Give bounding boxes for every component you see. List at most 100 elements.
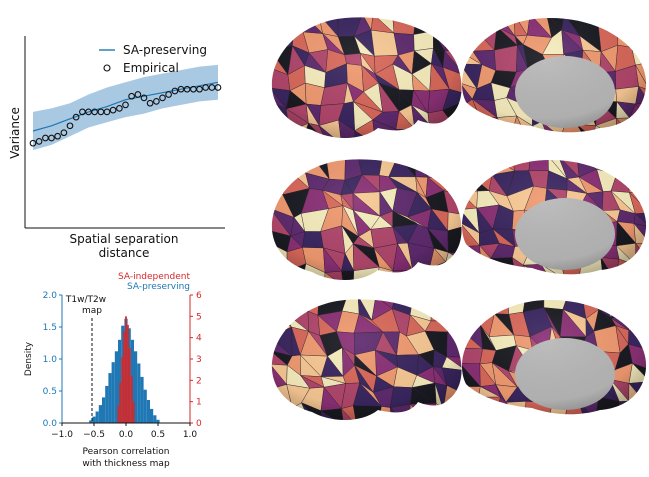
parcel [448, 313, 462, 338]
empirical-points [29, 84, 222, 147]
parcel [627, 160, 647, 178]
empirical-point [165, 91, 172, 98]
parcel [428, 123, 454, 138]
sa-independent-bar [125, 316, 127, 423]
parcel [430, 299, 450, 322]
empirical-point [66, 122, 74, 130]
empirical-point [122, 101, 129, 109]
empirical-point [183, 85, 191, 93]
sa-preserving-bar [146, 400, 150, 423]
sa-independent-bar [119, 382, 122, 423]
x-tick-label: −0.5 [83, 430, 105, 440]
parcel [482, 160, 493, 175]
legend-sa-independent: SA-independent [118, 272, 190, 282]
parcel [629, 117, 647, 133]
legend-sa-preserving: SA-preserving [127, 282, 190, 292]
right-tick-label: 4 [196, 334, 202, 344]
parcel [392, 270, 413, 280]
parcel [292, 17, 304, 34]
sa-preserving-bar [98, 405, 102, 423]
left-tick-label: 1.5 [43, 323, 57, 333]
parcel [271, 159, 293, 174]
histogram-plot: T1w/T2w map 0.0 0.5 1.0 1.5 2.0 0 1 2 3 4 5 6 −1.0… [24, 272, 202, 469]
x-axis-label-line1: Spatial separation [69, 232, 178, 246]
empirical-point [146, 99, 154, 107]
parcel [428, 17, 453, 32]
parcel [271, 267, 288, 280]
legend-label-empirical: Empirical [123, 61, 179, 75]
parcel [628, 400, 647, 415]
sa-preserving-bar [134, 351, 138, 423]
parcel [452, 179, 462, 197]
right-tick-label: 2 [196, 376, 202, 386]
parcel [462, 396, 479, 415]
parcel [451, 123, 462, 138]
sa-preserving-bar [143, 389, 147, 423]
empirical-point [171, 87, 179, 95]
parcel [444, 26, 462, 52]
parcel [431, 299, 450, 322]
empirical-point [196, 85, 203, 93]
sa-preserving-bar [118, 339, 122, 423]
sa-preserving-line [32, 81, 219, 132]
parcel [477, 116, 498, 133]
right-tick-label: 1 [196, 398, 202, 408]
parcel [462, 170, 478, 193]
parcel [428, 403, 447, 420]
empirical-point [103, 108, 111, 116]
sa-preserving-bar [105, 385, 109, 423]
parcel [271, 299, 283, 311]
sa-independent-bar [132, 401, 135, 423]
parcel [462, 300, 481, 317]
annotation-line1: T1w/T2w [65, 295, 106, 305]
right-tick-label: 0 [196, 419, 202, 429]
sa-preserving-bar [95, 411, 99, 423]
sa-preserving-bar [111, 362, 115, 423]
parcel [414, 123, 434, 138]
parcel [445, 261, 462, 280]
hist-x-axis-label-line2: with thickness map [82, 459, 170, 469]
empirical-point [109, 106, 117, 114]
sa-independent-bar [130, 376, 133, 423]
empirical-point [91, 108, 98, 116]
parcel [630, 18, 647, 36]
empirical-point [159, 94, 166, 102]
empirical-point [116, 105, 123, 112]
brain-medial-row2 [462, 160, 647, 275]
brain-lateral-row2 [271, 159, 462, 280]
parcel [442, 405, 462, 420]
parcel [271, 123, 287, 138]
parcel [631, 261, 647, 275]
empirical-point [202, 84, 209, 91]
parcel [479, 300, 499, 315]
parcel [271, 123, 290, 138]
x-tick-label: −1.0 [51, 430, 73, 440]
sa-independent-bar [121, 356, 124, 423]
y-axis-label: Variance [8, 107, 22, 159]
parcel [445, 261, 462, 280]
empirical-point [128, 92, 135, 100]
sa-independent-bar [117, 405, 120, 423]
empirical-point [153, 98, 160, 105]
parcel [282, 407, 312, 420]
parcel [462, 160, 484, 179]
sa-preserving-bar [114, 351, 118, 423]
hist-x-axis-label-line1: Pearson correlation [83, 447, 170, 457]
right-tick-label: 6 [196, 291, 202, 301]
parcel [408, 268, 435, 280]
parcel [610, 18, 635, 37]
sa-independent-bars [117, 316, 135, 423]
parcel [443, 299, 462, 322]
parcel [289, 159, 312, 174]
hist-y-axis-label: Density [24, 341, 34, 376]
x-axis-label-line2: distance [99, 246, 150, 260]
legend-label-sa-preserving: SA-preserving [123, 43, 207, 57]
empirical-point [35, 138, 43, 145]
sa-preserving-bar [108, 373, 112, 423]
parcel [628, 400, 647, 415]
sa-preserving-bar [156, 419, 160, 423]
parcel [618, 160, 629, 177]
parcel [449, 17, 462, 28]
x-tick-label: 1.0 [183, 430, 198, 440]
